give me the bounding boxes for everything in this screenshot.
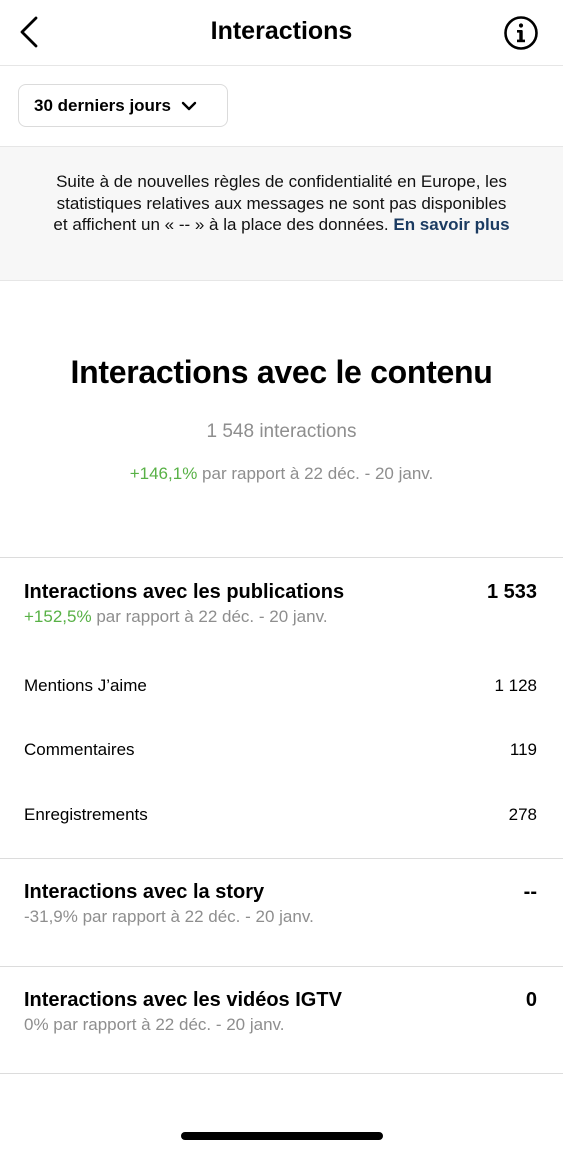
summary-change-percent: +146,1% xyxy=(129,464,198,483)
metric-row-comments: Commentaires 119 xyxy=(0,740,563,780)
page-title: Interactions xyxy=(210,17,353,45)
divider xyxy=(0,858,563,859)
back-button[interactable] xyxy=(12,12,48,52)
igtv-title: Interactions avec les vidéos IGTV xyxy=(24,989,342,1011)
summary-title: Interactions avec le contenu xyxy=(70,354,493,390)
summary-comparison: par rapport à 22 déc. - 20 janv. xyxy=(202,464,434,483)
home-indicator[interactable] xyxy=(181,1132,383,1140)
summary-total: 1 548 interactions xyxy=(206,421,357,442)
publications-change: +152,5% par rapport à 22 déc. - 20 janv. xyxy=(24,607,328,627)
metric-label: Mentions J’aime xyxy=(24,676,147,695)
top-bar: Interactions xyxy=(0,0,563,66)
story-title: Interactions avec la story xyxy=(24,881,265,903)
privacy-notice: Suite à de nouvelles règles de confident… xyxy=(0,146,563,281)
chevron-down-icon xyxy=(181,101,197,110)
info-button[interactable] xyxy=(503,15,539,51)
divider xyxy=(0,1073,563,1074)
divider xyxy=(0,557,563,558)
content-interactions-summary: Interactions avec le contenu 1 548 inter… xyxy=(0,281,563,558)
date-range-label: 30 derniers jours xyxy=(34,95,172,115)
divider xyxy=(0,966,563,967)
publications-change-percent: +152,5% xyxy=(24,607,92,626)
filter-bar: 30 derniers jours xyxy=(0,66,563,146)
metric-label: Enregistrements xyxy=(24,805,148,824)
story-subtitle: -31,9% par rapport à 22 déc. - 20 janv. xyxy=(24,907,314,926)
chevron-left-icon xyxy=(20,16,38,48)
notice-text: Suite à de nouvelles règles de confident… xyxy=(53,172,507,234)
story-value: -- xyxy=(523,881,537,903)
metric-row-saves: Enregistrements 278 xyxy=(0,805,563,845)
publications-comparison: par rapport à 22 déc. - 20 janv. xyxy=(96,607,328,626)
publications-title: Interactions avec les publications xyxy=(24,581,345,603)
publications-value: 1 533 xyxy=(486,581,537,603)
metric-value: 278 xyxy=(508,805,537,824)
metric-row-likes: Mentions J’aime 1 128 xyxy=(0,676,563,716)
metric-label: Commentaires xyxy=(24,740,135,759)
metric-value: 1 128 xyxy=(494,676,537,695)
igtv-subtitle: 0% par rapport à 22 déc. - 20 janv. xyxy=(24,1015,285,1034)
info-circle-icon xyxy=(504,16,538,50)
summary-change: +146,1% par rapport à 22 déc. - 20 janv. xyxy=(0,464,563,484)
metric-value: 119 xyxy=(509,740,537,759)
date-range-dropdown[interactable]: 30 derniers jours xyxy=(18,84,228,127)
learn-more-link[interactable]: En savoir plus xyxy=(393,215,510,234)
igtv-value: 0 xyxy=(525,989,537,1011)
